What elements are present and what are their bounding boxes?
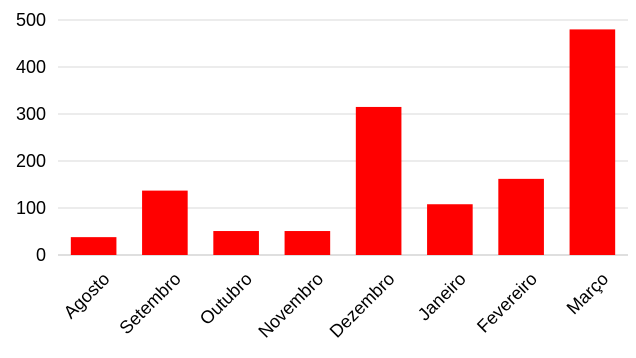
- bar-agosto: [70, 237, 117, 255]
- y-tick-label: 100: [16, 198, 46, 218]
- x-tick-label: Setembro: [115, 269, 184, 338]
- bar-março: [569, 29, 616, 256]
- y-axis: 0 100 200 300 400 500: [16, 10, 46, 265]
- bar-outubro: [213, 231, 259, 255]
- x-tick-label: Janeiro: [414, 269, 470, 325]
- y-tick-label: 400: [16, 57, 46, 77]
- bar-novembro: [284, 231, 331, 255]
- x-tick-label: Fevereiro: [473, 269, 541, 337]
- y-tick-label: 0: [36, 245, 46, 265]
- x-tick-label: Dezembro: [326, 269, 399, 342]
- x-tick-label: Março: [563, 269, 613, 319]
- bars: [70, 29, 616, 256]
- x-tick-label: Agosto: [60, 269, 114, 323]
- y-tick-label: 200: [16, 151, 46, 171]
- bar-janeiro: [427, 204, 473, 255]
- y-tick-label: 500: [16, 10, 46, 30]
- bar-setembro: [142, 190, 188, 255]
- bar-fevereiro: [498, 178, 544, 255]
- y-tick-label: 300: [16, 104, 46, 124]
- x-tick-label: Outubro: [196, 269, 256, 329]
- x-tick-label: Novembro: [254, 269, 327, 342]
- bar-dezembro: [355, 106, 402, 255]
